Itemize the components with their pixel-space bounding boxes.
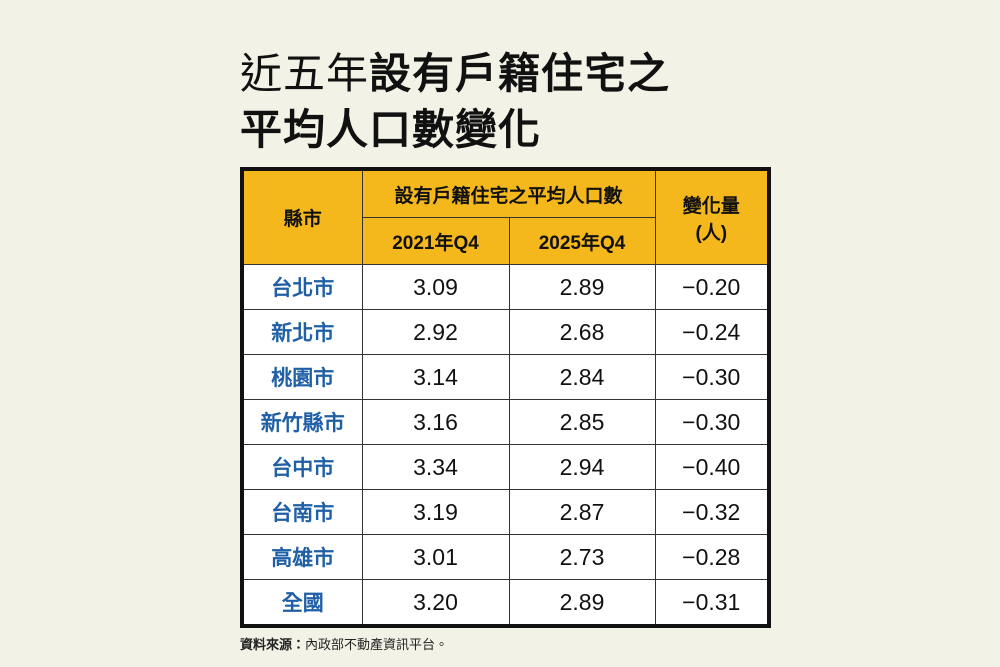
table-row: 高雄市 3.01 2.73 −0.28 <box>241 534 770 580</box>
header-text: 變化量 <box>682 195 740 217</box>
value-cell: −0.40 <box>654 444 770 490</box>
value-cell: −0.31 <box>654 579 770 627</box>
table-body: 台北市 3.09 2.89 −0.20 新北市 2.92 2.68 −0.24 桃園市 3.14 2… <box>241 264 770 627</box>
city-cell: 高雄市 <box>241 534 363 580</box>
header-cell: 2021年Q4 <box>361 217 510 265</box>
city-cell: 新北市 <box>241 309 363 355</box>
value-cell: −0.30 <box>654 354 770 400</box>
value-cell: −0.20 <box>654 264 770 310</box>
value-cell: 2.68 <box>508 309 656 355</box>
table-row: 台中市 3.34 2.94 −0.40 <box>241 444 770 490</box>
city-cell: 台北市 <box>241 264 363 310</box>
value-cell: 3.34 <box>361 444 510 490</box>
value-cell: 2.94 <box>508 444 656 490</box>
title-light: 近五年 <box>240 50 370 97</box>
table-row: 桃園市 3.14 2.84 −0.30 <box>241 354 770 400</box>
value-cell: −0.24 <box>654 309 770 355</box>
value-cell: 3.14 <box>361 354 510 400</box>
header-cell: 變化量 (人) <box>654 168 770 265</box>
value-cell: 2.89 <box>508 579 656 627</box>
source-text: 內政部不動產資訊平台。 <box>305 637 449 652</box>
city-cell: 台南市 <box>241 489 363 535</box>
table-row: 新竹縣市 3.16 2.85 −0.30 <box>241 399 770 445</box>
source: 資料來源：內政部不動產資訊平台。 <box>240 634 448 653</box>
value-cell: 3.19 <box>361 489 510 535</box>
title-line: 近五年設有戶籍住宅之 <box>240 46 670 102</box>
header-cell: 2025年Q4 <box>508 217 656 265</box>
header-unit: (人) <box>695 222 728 244</box>
table-row: 台南市 3.19 2.87 −0.32 <box>241 489 770 535</box>
title: 近五年設有戶籍住宅之 平均人口數變化 <box>240 46 670 158</box>
value-cell: −0.30 <box>654 399 770 445</box>
header-cell: 縣市 <box>241 168 363 265</box>
city-cell: 全國 <box>241 579 363 627</box>
source-label: 資料來源： <box>240 637 306 652</box>
data-table: 縣市 設有戶籍住宅之平均人口數 變化量 (人) 2021年Q4 2025年Q4 台… <box>240 167 772 628</box>
city-cell: 新竹縣市 <box>241 399 363 445</box>
value-cell: 2.87 <box>508 489 656 535</box>
value-cell: 3.01 <box>361 534 510 580</box>
value-cell: 3.09 <box>361 264 510 310</box>
value-cell: −0.32 <box>654 489 770 535</box>
table-row: 全國 3.20 2.89 −0.31 <box>241 579 770 627</box>
table-row: 新北市 2.92 2.68 −0.24 <box>241 309 770 355</box>
title-bold: 設有戶籍住宅之 <box>369 50 671 97</box>
value-cell: 3.16 <box>361 399 510 445</box>
value-cell: 2.84 <box>508 354 656 400</box>
value-cell: 2.89 <box>508 264 656 310</box>
value-cell: 2.92 <box>361 309 510 355</box>
value-cell: 2.73 <box>508 534 656 580</box>
header-cell: 設有戶籍住宅之平均人口數 <box>361 168 656 218</box>
value-cell: −0.28 <box>654 534 770 580</box>
title-line: 平均人口數變化 <box>240 106 542 153</box>
table-row: 台北市 3.09 2.89 −0.20 <box>241 264 770 310</box>
value-cell: 3.20 <box>361 579 510 627</box>
city-cell: 台中市 <box>241 444 363 490</box>
value-cell: 2.85 <box>508 399 656 445</box>
city-cell: 桃園市 <box>241 354 363 400</box>
